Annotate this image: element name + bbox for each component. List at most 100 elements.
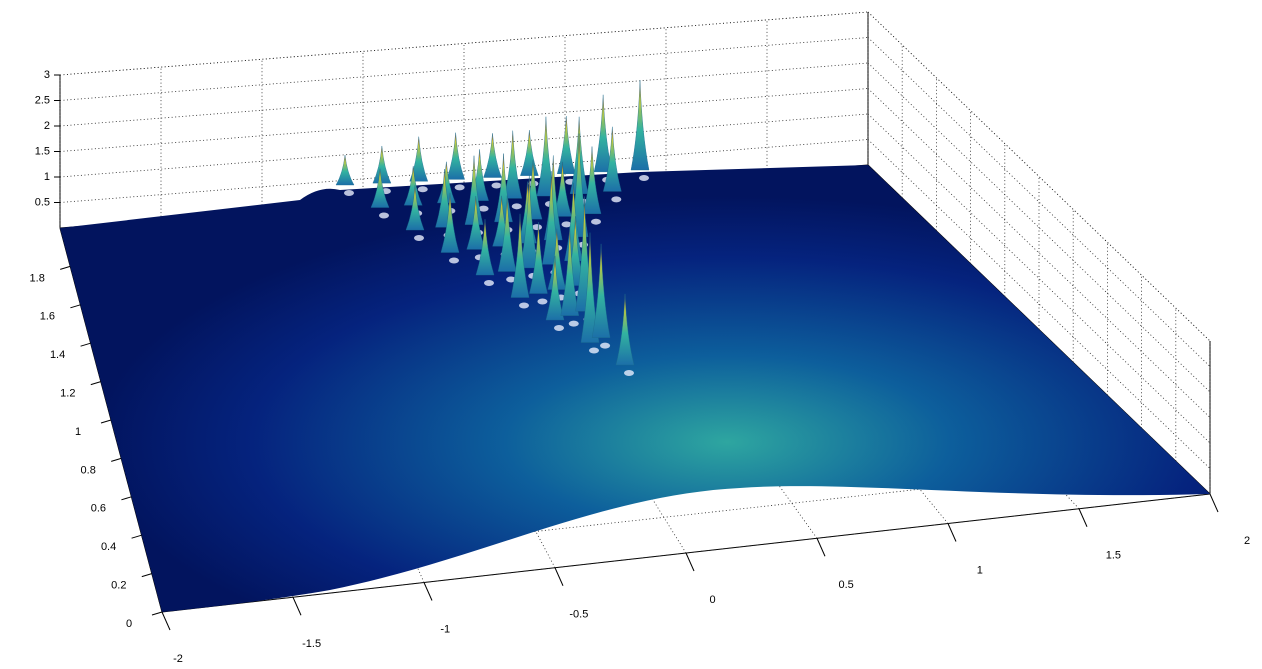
x-tick [1209, 493, 1219, 513]
x-tick [292, 597, 302, 616]
surface-spike [560, 226, 579, 316]
y-tick-label: 1.8 [30, 272, 45, 284]
y-tick-label: 0 [126, 618, 132, 630]
surface-spike [440, 192, 460, 253]
box-edge [59, 11, 869, 76]
surface-spike [520, 130, 539, 176]
surface-dip [591, 218, 601, 225]
y-tick [80, 342, 91, 347]
surface-dip [600, 342, 611, 349]
surface-dip [537, 298, 548, 305]
z-tick-label: 0.5 [35, 196, 50, 208]
grid-line [161, 493, 1211, 613]
y-tick [100, 419, 112, 424]
surface-spike [630, 80, 650, 171]
y-tick [151, 611, 163, 616]
surface-spike [547, 228, 567, 290]
surface-dip [568, 320, 579, 327]
surface-spike [405, 185, 425, 231]
surface-spike [370, 168, 390, 208]
surface-spike [510, 213, 530, 298]
z-tick-label: 1.5 [35, 145, 50, 157]
surface-spike [494, 153, 513, 223]
surface-spike [603, 126, 622, 192]
surface-dip [484, 280, 494, 286]
y-tick-label: 1.2 [60, 388, 75, 400]
y-tick-label: 0.4 [101, 541, 116, 553]
surface-dip [344, 190, 354, 196]
surface-spike [529, 222, 548, 294]
surface-dip [554, 325, 564, 331]
surface-spike [553, 161, 572, 217]
z-tick-label: 2 [44, 120, 50, 132]
surface-spike [437, 161, 456, 204]
surface-dip [417, 186, 428, 193]
y-tick [90, 381, 101, 386]
y-tick [70, 304, 81, 309]
x-tick-label: -1 [440, 623, 450, 635]
surface-dip [589, 347, 599, 354]
y-tick-label: 1.6 [40, 311, 55, 323]
surface-spike [615, 293, 635, 366]
x-tick [947, 523, 957, 542]
surface-dip [491, 182, 502, 189]
surface-spike [520, 175, 539, 269]
surface-dip [511, 203, 522, 210]
surface-dip [478, 205, 489, 212]
surface-sheet [60, 165, 1210, 612]
surface-dip [611, 196, 622, 203]
z-tick-label: 2.5 [35, 94, 50, 106]
surface-spike [483, 133, 502, 178]
surface [60, 80, 1210, 612]
surface-dip [379, 212, 389, 219]
surface-spike [545, 255, 565, 321]
x-tick-label: 0 [709, 594, 715, 606]
surface-dip [414, 235, 424, 241]
surface-dip [454, 184, 465, 191]
y-tick [131, 534, 142, 539]
x-tick [816, 538, 826, 557]
surface-spike [466, 195, 486, 250]
y-tick [141, 573, 152, 578]
surface-dip [519, 302, 529, 309]
surface-spike [475, 219, 495, 276]
x-tick-label: 0.5 [838, 579, 853, 591]
y-tick [111, 457, 122, 462]
surface-spike [464, 155, 484, 225]
x-tick-label: 1 [977, 564, 983, 576]
x-tick [423, 582, 433, 601]
surface-spike [497, 195, 517, 272]
surface-spike [556, 116, 576, 174]
surface-dip [532, 224, 542, 231]
z-tick-label: 1 [44, 171, 50, 183]
x-tick-label: 2 [1244, 535, 1250, 547]
surface-spike [582, 146, 602, 214]
x-tick-label: -0.5 [569, 609, 588, 621]
surface-dip [624, 370, 634, 376]
x-tick [554, 567, 564, 586]
x-tick-label: -2 [173, 653, 183, 665]
surface-dip [449, 257, 459, 264]
x-tick [161, 611, 171, 631]
surface-spike [503, 130, 523, 199]
y-tick [121, 496, 132, 501]
surface-dip [639, 175, 649, 181]
x-tick-label: -1.5 [302, 638, 321, 650]
x-tick-label: 1.5 [1106, 550, 1121, 562]
surface-spike [591, 243, 611, 338]
z-tick-label: 3 [44, 69, 50, 81]
surface-spike [403, 165, 423, 206]
surface-dip [506, 276, 517, 283]
surface-spike [335, 154, 355, 186]
y-tick-label: 0.6 [91, 503, 106, 515]
y-tick-label: 0.2 [111, 580, 126, 592]
x-tick [1078, 508, 1088, 527]
y-tick-label: 1 [75, 426, 81, 438]
grid-line [59, 11, 869, 76]
x-tick [685, 552, 695, 572]
tick-labels: -2 -1.5 -1 -0.5 0 0.5 1 1.5 2 0 0.2 0.4 0.6 0.8 1 1.2 1.… [30, 69, 1251, 665]
y-tick-label: 1.4 [50, 349, 65, 361]
surface-spike [372, 145, 392, 184]
